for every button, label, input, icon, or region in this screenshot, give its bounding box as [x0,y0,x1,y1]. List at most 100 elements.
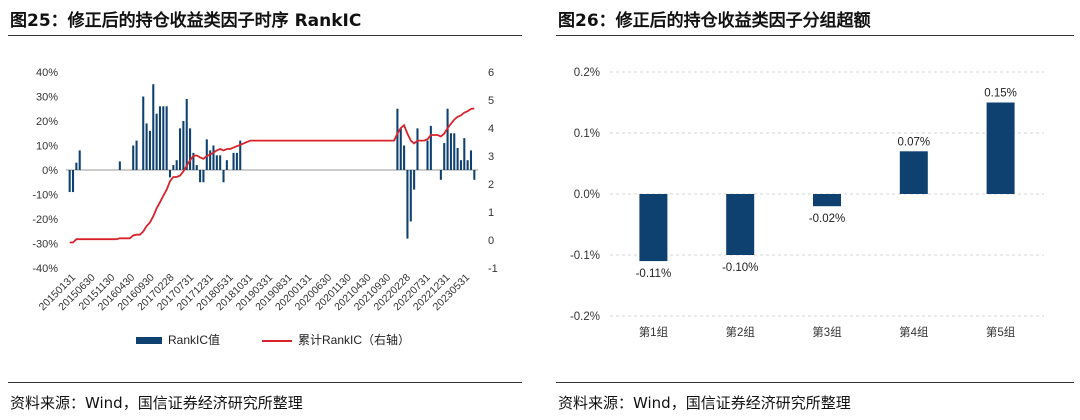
group-bar [639,194,668,262]
rankic-bar [446,108,449,170]
y-left-tick-label: 10% [36,141,58,153]
bar-value-label: -0.11% [636,268,672,280]
rankic-bar [466,160,469,170]
rankic-bar [145,123,148,170]
rankic-bar [162,106,165,170]
rankic-bar [469,150,473,170]
rankic-bar [155,113,158,170]
x-category-label: 第2组 [725,325,755,339]
rankic-bar [449,133,452,170]
x-category-label: 第4组 [899,325,929,339]
y-right-tick-label: 2 [488,179,494,191]
rankic-bar [75,162,78,170]
bar-value-label: -0.02% [809,213,845,225]
rankic-bar [158,106,162,170]
source-note: 资料来源：Wind，国信证券经济研究所整理 [10,394,303,412]
y-left-tick-label: -40% [32,263,58,275]
rankic-bar [426,140,429,170]
group-bar [726,194,755,255]
rankic-bar [142,96,145,170]
rankic-bar [175,160,178,170]
rankic-bar [473,170,476,180]
y-left-tick-label: -20% [32,214,58,226]
legend-label-rankic: RankIC值 [168,332,220,347]
y-left-tick-label: 20% [36,116,58,128]
rankic-bar [192,152,195,170]
rankic-bar [235,152,238,170]
rankic-bar [439,170,442,180]
rankic-bar [225,160,228,170]
group-bar [899,151,928,194]
rankic-bar [152,84,155,170]
rankic-bar [443,143,446,170]
group-bar [813,194,841,207]
rankic-bar [202,170,205,183]
rankic-bar [148,130,151,170]
rankic-bar [165,106,168,170]
y-tick-label: -0.1% [570,250,600,262]
rankic-bar [403,145,406,170]
figure-title: 图25：修正后的持仓收益类因子时序 RankIC [10,11,362,31]
rankic-bar [68,170,71,193]
rankic-bar [212,145,215,170]
rankic-bar [178,128,182,170]
figure-title: 图26：修正后的持仓收益类因子分组超额 [558,11,871,31]
rankic-bar [205,139,208,170]
bar-value-label: -0.10% [722,262,758,274]
y-left-tick-label: -30% [32,239,58,251]
source-rule [556,382,1074,383]
rankic-bar [222,170,225,183]
rankic-bar [189,128,192,170]
rankic-bar [459,160,462,170]
rankic-bar [406,170,409,239]
rankic-bar [416,128,419,170]
legend-label-cumulative: 累计RankIC（右轴） [298,332,410,347]
rankic-bar [219,155,222,170]
rankic-bar [195,165,198,170]
y-tick-label: 0.2% [574,67,600,79]
y-tick-label: 0.0% [574,189,600,201]
x-category-label: 第5组 [986,325,1016,339]
cumulative-rankic-line [69,107,475,244]
y-right-tick-label: 5 [488,95,494,107]
rankic-chart: 40%30%20%10%0%-10%-20%-30%-40%6543210-12… [32,67,498,347]
rankic-figure: 图25：修正后的持仓收益类因子时序 RankIC 40% 30% 20% 10% 0% -… [0,0,528,420]
y-right-tick-label: -1 [488,263,498,275]
y-right-tick-label: 1 [488,207,494,219]
y-right-tick-label: 4 [488,123,494,135]
rankic-bar [78,150,81,170]
y-tick-label: 0.1% [574,128,600,140]
rankic-bar [209,150,212,170]
source-rule [8,382,522,383]
bar-value-label: 0.07% [897,136,930,148]
rankic-bar [215,155,218,170]
rankic-bar [118,161,121,170]
y-right-tick-label: 6 [488,67,494,79]
y-left-tick-label: 30% [36,92,58,104]
rankic-bar [399,128,402,170]
rankic-bar [182,121,185,170]
rankic-bar [413,170,416,190]
rankic-bar [239,140,242,170]
x-category-label: 第1组 [639,325,669,339]
rankic-bar [429,125,432,170]
group-bar [986,102,1015,194]
rankic-bar [71,170,75,193]
bar-value-label: 0.15% [984,88,1017,100]
rankic-bar [135,140,138,170]
group-excess-chart: 0.2% 0.1% 0.0% -0.1% -0.2% -0.11% 第1组 -0.10% 第2组… [570,67,1044,339]
x-category-label: 第3组 [812,325,842,339]
title-rule [8,35,522,36]
rankic-bar [168,170,172,178]
rankic-bar [463,138,466,170]
y-left-tick-label: -10% [32,190,58,202]
y-right-tick-label: 3 [488,151,494,163]
rankic-bar [409,170,412,222]
rankic-bar [185,98,188,170]
rankic-bar [456,147,459,170]
rankic-bar [396,108,399,170]
y-right-tick-label: 0 [488,235,494,247]
source-note: 资料来源：Wind，国信证券经济研究所整理 [558,394,851,412]
group-excess-figure: 图26：修正后的持仓收益类因子分组超额 0.2% 0.1% 0.0% -0.1% -0.… [548,0,1080,420]
y-left-tick-label: 0% [42,165,58,177]
